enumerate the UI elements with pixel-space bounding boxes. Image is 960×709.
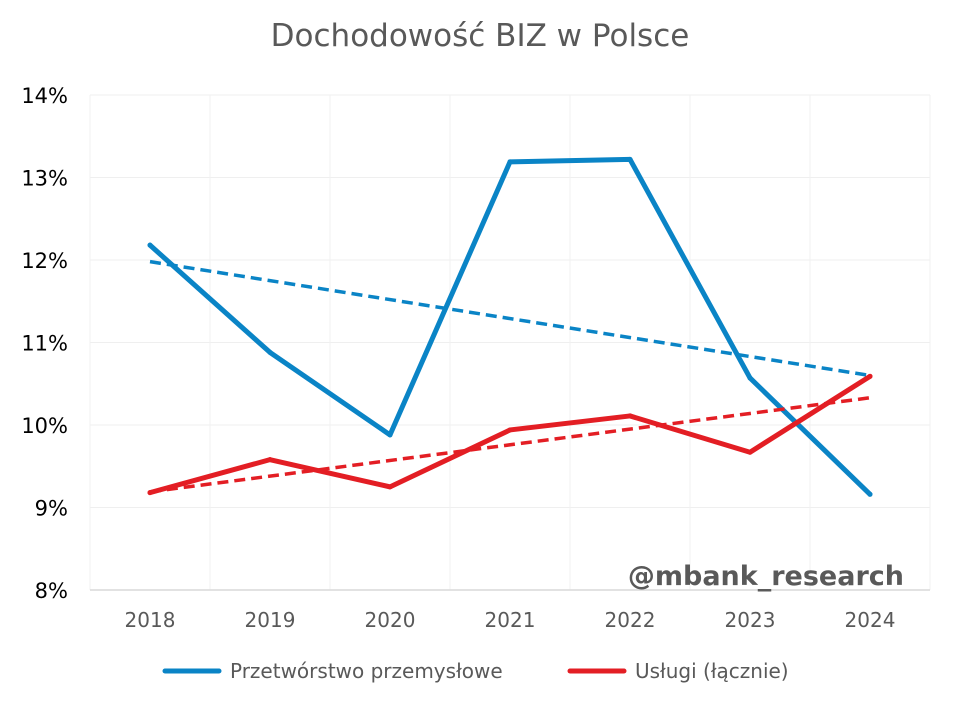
data-point: [387, 432, 393, 438]
x-tick-label: 2018: [125, 608, 176, 632]
x-axis-ticks: 2018 2019 2020 2021 2022 2023 2024: [125, 608, 896, 632]
trend-line-1: [149, 259, 871, 378]
x-tick-label: 2023: [725, 608, 776, 632]
data-point: [627, 413, 633, 419]
x-tick-label: 2019: [245, 608, 296, 632]
y-tick-label: 14%: [21, 84, 68, 108]
data-point: [507, 427, 513, 433]
data-point: [147, 490, 153, 496]
data-point: [507, 159, 513, 165]
data-point: [747, 449, 753, 455]
data-point: [627, 156, 633, 162]
chart-title: Dochodowość BIZ w Polsce: [270, 18, 690, 54]
y-tick-label: 12%: [21, 249, 68, 273]
data-point: [267, 457, 273, 463]
data-point: [867, 373, 873, 379]
gridlines: [89, 94, 931, 590]
data-point: [747, 375, 753, 381]
legend-label-2: Usługi (łącznie): [635, 659, 789, 683]
series-lines: [147, 156, 873, 497]
data-point: [867, 491, 873, 497]
series-line-2: [147, 373, 873, 496]
x-tick-label: 2020: [365, 608, 416, 632]
y-tick-label: 10%: [21, 414, 68, 438]
y-tick-label: 11%: [21, 332, 68, 356]
y-tick-label: 8%: [35, 579, 68, 603]
watermark-text: @mbank_research: [628, 561, 904, 592]
x-tick-label: 2022: [605, 608, 656, 632]
legend-label-1: Przetwórstwo przemysłowe: [230, 659, 503, 683]
data-point: [267, 349, 273, 355]
data-point: [387, 484, 393, 490]
y-tick-label: 9%: [35, 497, 68, 521]
trend-line-2: [149, 396, 871, 494]
y-axis-ticks: 8% 9% 10% 11% 12% 13% 14%: [21, 84, 68, 603]
legend: Przetwórstwo przemysłowe Usługi (łącznie): [162, 659, 789, 683]
data-point: [147, 242, 153, 248]
y-tick-label: 13%: [21, 167, 68, 191]
x-tick-label: 2024: [845, 608, 896, 632]
x-tick-label: 2021: [485, 608, 536, 632]
